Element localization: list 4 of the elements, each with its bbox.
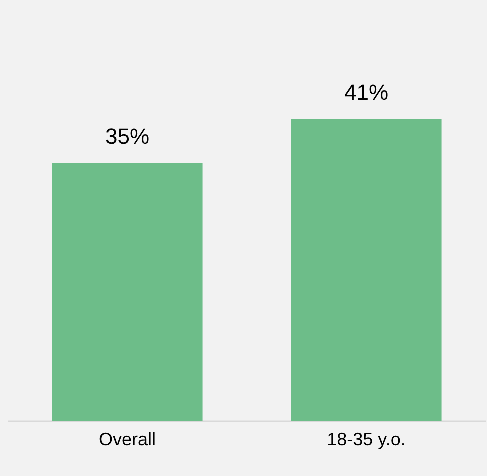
data-label: 35% <box>105 124 150 150</box>
data-label: 41% <box>344 80 389 105</box>
x-tick-label: Overall <box>98 430 156 450</box>
x-tick-label: 18-35 y.o. <box>327 430 406 450</box>
